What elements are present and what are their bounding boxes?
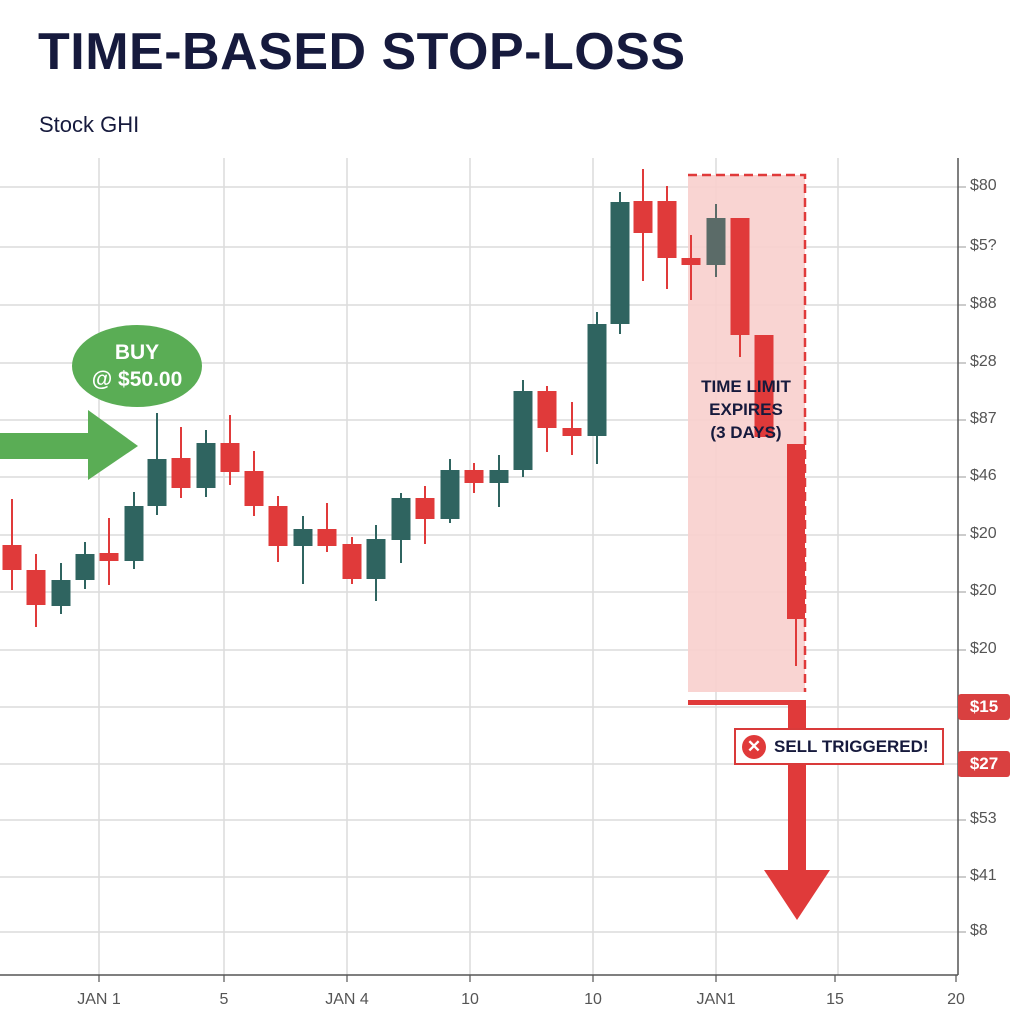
candle [51,563,71,614]
candle [366,525,386,601]
time-limit-line1: TIME LIMIT [701,377,791,396]
candle [681,235,701,300]
y-axis-label: $27 [958,751,1010,777]
x-axis-label: 15 [826,991,844,1008]
x-axis-label: JAN1 [696,991,736,1008]
grid-lines [0,158,966,975]
candle [440,459,460,523]
candle [268,496,288,562]
buy-annotation: BUY @ $50.00 [72,325,202,407]
y-axis-label: $20 [970,582,997,599]
candle [317,503,337,552]
candle [587,312,607,464]
y-axis-label: $87 [970,410,997,427]
candle [99,518,119,585]
sell-arrow-head-icon [764,870,830,920]
time-limit-annotation: TIME LIMIT EXPIRES (3 DAYS) [686,375,806,444]
x-axis-ticks [98,975,957,982]
candle [657,186,677,289]
candle [562,402,582,455]
candle [342,537,362,584]
candle [147,413,167,515]
candle [26,554,46,627]
y-axis-label: $15 [958,694,1010,720]
candle [730,218,750,357]
x-axis-label: JAN 1 [77,991,121,1008]
candle [489,455,509,507]
stop-loss-line [688,700,806,705]
candle [464,463,484,493]
buy-arrow-shaft [0,433,90,459]
time-limit-line3: (3 DAYS) [710,423,782,442]
candle [220,415,240,485]
buy-arrow-head-icon [88,410,138,480]
candle [196,430,216,497]
y-axis-label: $88 [970,295,997,312]
candle [171,427,191,498]
y-axis-label: $28 [970,353,997,370]
candle [415,486,435,544]
y-axis-label: $8 [970,922,988,939]
buy-price: @ $50.00 [91,368,183,391]
candle [787,444,805,666]
x-axis-label: 5 [219,991,229,1008]
close-circle-icon: ✕ [742,734,766,759]
candle [124,492,144,569]
candle [2,499,22,590]
y-axis-label: $46 [970,467,997,484]
y-axis-label: $41 [970,867,997,884]
candle [75,542,95,589]
stock-name: Stock GHI [39,112,140,137]
y-axis-label: $53 [970,810,997,827]
time-limit-line2: EXPIRES [709,400,783,419]
y-axis-label: $20 [970,525,997,542]
sell-triggered-badge: ✕ SELL TRIGGERED! [734,728,944,765]
x-axis-label: 10 [584,991,602,1008]
candle [754,335,774,437]
sell-arrow-shaft [788,700,806,875]
candle [706,204,726,277]
buy-label: BUY [114,341,160,364]
candle [244,451,264,516]
candle [610,192,630,334]
x-axis-label: 10 [461,991,479,1008]
y-axis-label: $5? [970,237,997,254]
x-axis-label: JAN 4 [325,991,369,1008]
sell-triggered-text: SELL TRIGGERED! [774,736,929,756]
page-title: TIME-BASED STOP-LOSS [38,23,686,81]
y-axis-label: $80 [970,177,997,194]
candle [537,386,557,452]
time-limit-border [688,173,807,692]
candle [293,516,313,584]
candles [2,169,805,666]
x-axis-label: 20 [947,991,965,1008]
candle [391,493,411,563]
y-axis-label: $20 [970,640,997,657]
candle [633,169,653,281]
candle [513,380,533,477]
